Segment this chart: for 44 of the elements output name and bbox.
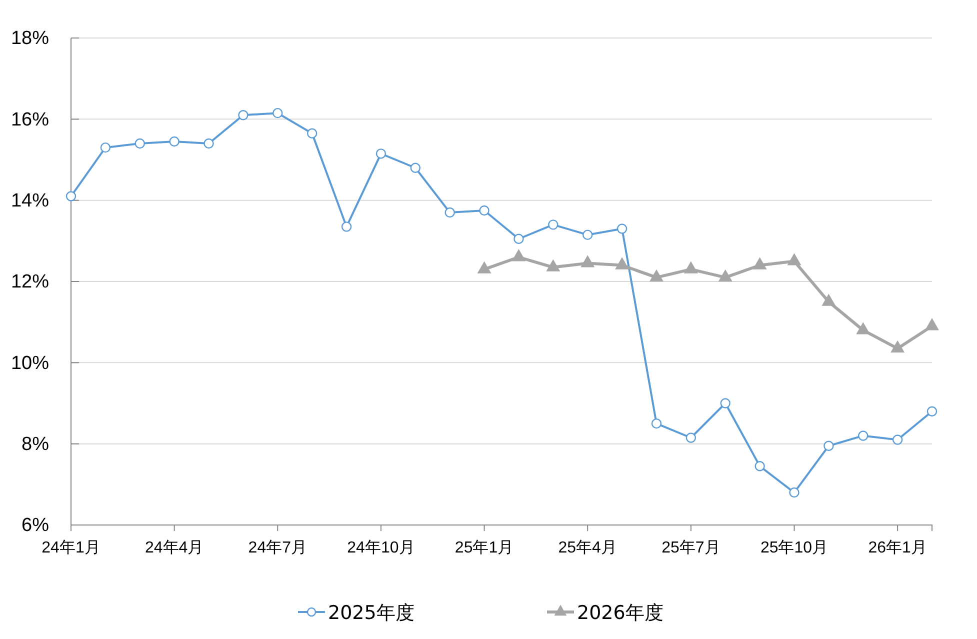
legend-label: 2026年度 bbox=[577, 602, 664, 624]
point bbox=[444, 207, 455, 218]
y-tick-label: 16% bbox=[10, 109, 50, 130]
point bbox=[824, 440, 834, 451]
y-tick-label: 14% bbox=[10, 190, 50, 212]
point bbox=[548, 220, 558, 230]
legend-label: 2025年度 bbox=[328, 602, 414, 624]
x-tick-label: 25年7月 bbox=[662, 539, 720, 556]
x-tick-label: 26年1月 bbox=[868, 539, 927, 556]
y-tick-label: 18% bbox=[10, 28, 50, 50]
point bbox=[134, 138, 145, 149]
point bbox=[514, 234, 524, 244]
point bbox=[306, 128, 318, 138]
x-tick-label: 24年7月 bbox=[248, 539, 307, 556]
x-tick-label: 24年4月 bbox=[144, 539, 204, 556]
point bbox=[238, 110, 248, 120]
x-tick-label: 24年10月 bbox=[347, 539, 415, 556]
point bbox=[926, 406, 938, 416]
point bbox=[479, 205, 490, 216]
point bbox=[789, 487, 800, 498]
y-tick-label: 6% bbox=[22, 515, 50, 536]
point bbox=[341, 222, 352, 232]
point bbox=[100, 142, 111, 153]
point bbox=[686, 432, 696, 443]
point bbox=[272, 108, 283, 118]
x-tick-label: 25年1月 bbox=[454, 539, 514, 556]
point bbox=[616, 224, 628, 234]
point bbox=[66, 191, 76, 202]
point bbox=[720, 398, 730, 408]
point bbox=[858, 430, 868, 441]
x-tick-label: 25年10月 bbox=[760, 539, 828, 556]
x-tick-label: 24年1月 bbox=[42, 539, 100, 556]
x-tick-label: 25年4月 bbox=[558, 539, 617, 556]
y-tick-label: 8% bbox=[22, 434, 50, 455]
y-tick-label: 12% bbox=[10, 272, 50, 293]
point bbox=[582, 230, 593, 240]
point bbox=[651, 418, 662, 429]
point bbox=[410, 162, 420, 173]
point bbox=[204, 138, 214, 149]
point bbox=[169, 136, 180, 147]
point bbox=[376, 148, 386, 159]
point bbox=[892, 434, 903, 445]
y-tick-label: 10% bbox=[10, 352, 50, 374]
point bbox=[754, 461, 765, 472]
